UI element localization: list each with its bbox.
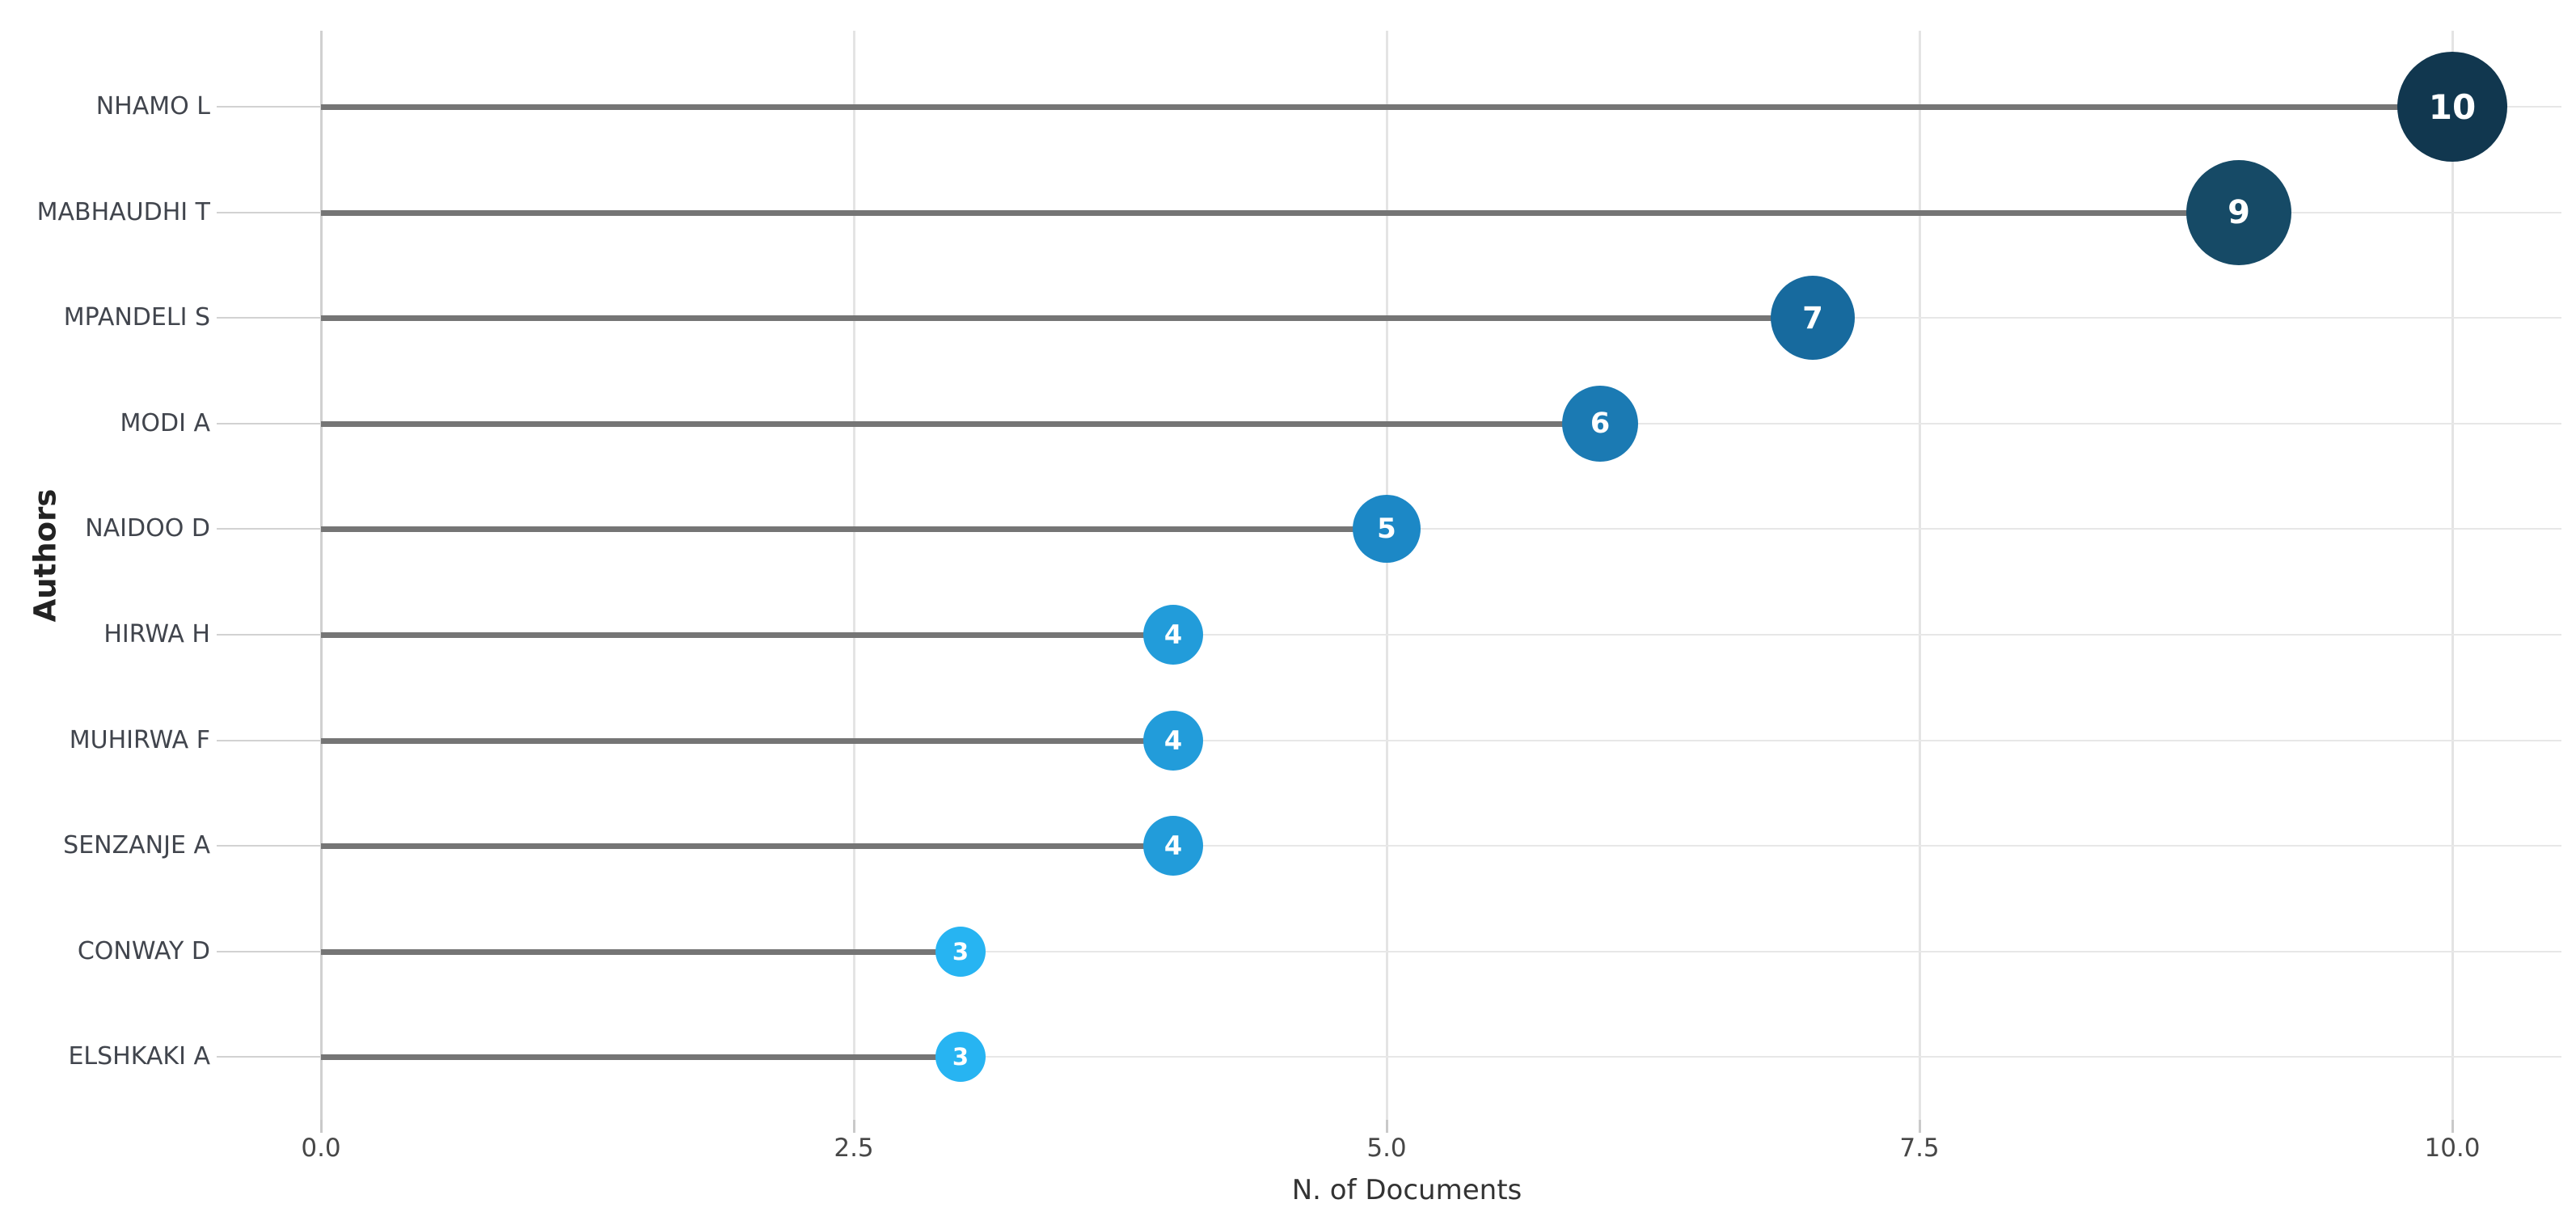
x-tick-mark xyxy=(853,1120,855,1133)
lollipop-stem xyxy=(321,104,2452,110)
lollipop-stem xyxy=(321,632,1173,638)
data-point-marker[interactable]: 5 xyxy=(1353,495,1421,563)
x-tick-label: 0.0 xyxy=(301,1134,341,1163)
author-label: NHAMO L xyxy=(95,92,210,120)
data-point-marker[interactable]: 3 xyxy=(935,927,986,977)
row-gridline xyxy=(321,845,2561,847)
x-gridline xyxy=(320,31,323,1120)
label-leader-line xyxy=(217,106,321,108)
x-tick-label: 7.5 xyxy=(1899,1134,1940,1163)
y-axis-title: Authors xyxy=(27,488,63,623)
x-tick-label: 10.0 xyxy=(2424,1134,2481,1163)
author-label: CONWAY D xyxy=(77,937,210,965)
label-leader-line xyxy=(217,740,321,741)
x-tick-mark xyxy=(320,1120,323,1133)
label-leader-line xyxy=(217,317,321,319)
row-gridline xyxy=(321,528,2561,530)
x-axis-title: N. of Documents xyxy=(1291,1174,1522,1206)
author-label: NAIDOO D xyxy=(85,514,210,543)
lollipop-stem xyxy=(321,526,1387,532)
lollipop-stem xyxy=(321,843,1173,849)
x-gridline xyxy=(1386,31,1388,1120)
data-point-marker[interactable]: 10 xyxy=(2397,52,2507,162)
lollipop-stem xyxy=(321,210,2239,216)
author-label: MABHAUDHI T xyxy=(36,198,210,226)
data-point-marker[interactable]: 6 xyxy=(1562,386,1638,462)
x-gridline xyxy=(1919,31,1921,1120)
data-point-marker[interactable]: 3 xyxy=(935,1032,986,1082)
label-leader-line xyxy=(217,951,321,952)
label-leader-line xyxy=(217,212,321,213)
x-gridline xyxy=(853,31,855,1120)
x-tick-mark xyxy=(1386,1120,1388,1133)
lollipop-stem xyxy=(321,949,961,955)
label-leader-line xyxy=(217,845,321,847)
x-tick-label: 2.5 xyxy=(834,1134,874,1163)
lollipop-stem xyxy=(321,421,1600,427)
data-point-marker[interactable]: 4 xyxy=(1143,816,1203,876)
data-point-marker[interactable]: 4 xyxy=(1143,605,1203,665)
x-tick-mark xyxy=(1919,1120,1921,1133)
label-leader-line xyxy=(217,634,321,636)
data-point-marker[interactable]: 4 xyxy=(1143,711,1203,771)
data-point-marker[interactable]: 7 xyxy=(1771,276,1855,360)
lollipop-stem xyxy=(321,738,1173,744)
author-label: HIRWA H xyxy=(103,620,210,648)
label-leader-line xyxy=(217,528,321,530)
x-tick-mark xyxy=(2451,1120,2454,1133)
lollipop-stem xyxy=(321,1054,961,1060)
author-label: SENZANJE A xyxy=(63,831,210,859)
author-label: MUHIRWA F xyxy=(69,726,210,754)
label-leader-line xyxy=(217,1056,321,1058)
lollipop-stem xyxy=(321,315,1813,321)
row-gridline xyxy=(321,951,2561,952)
author-label: ELSHKAKI A xyxy=(68,1042,210,1071)
author-label: MPANDELI S xyxy=(63,303,210,332)
row-gridline xyxy=(321,740,2561,741)
x-tick-label: 5.0 xyxy=(1366,1134,1407,1163)
data-point-marker[interactable]: 9 xyxy=(2186,160,2291,265)
author-label: MODI A xyxy=(120,409,210,437)
label-leader-line xyxy=(217,423,321,424)
row-gridline xyxy=(321,1056,2561,1058)
x-gridline xyxy=(2451,31,2454,1120)
row-gridline xyxy=(321,634,2561,636)
